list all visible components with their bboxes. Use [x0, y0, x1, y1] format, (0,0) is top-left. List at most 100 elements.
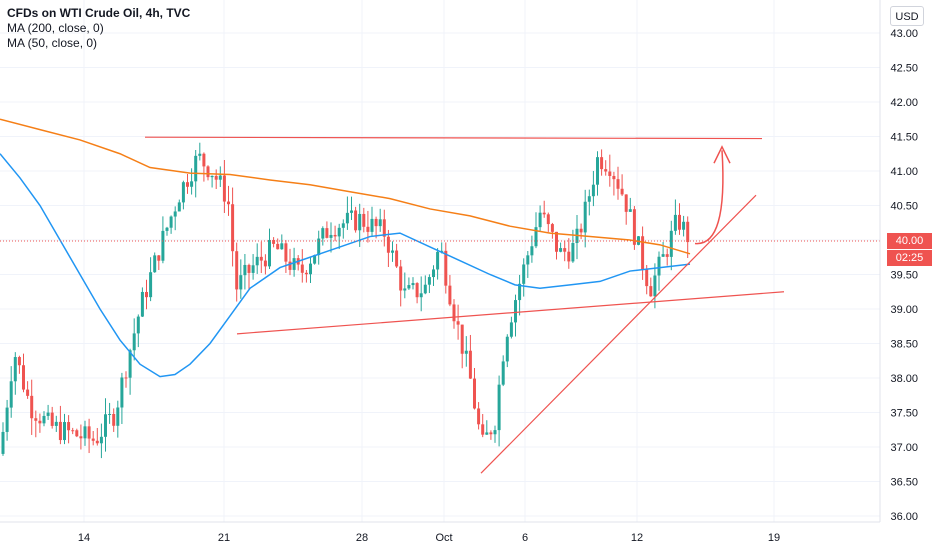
candle-body — [403, 288, 407, 291]
candle-body — [362, 213, 366, 227]
price-axis: 43.0042.5042.0041.5041.0040.5040.0039.50… — [879, 0, 918, 523]
candle-body — [501, 361, 505, 385]
y-tick-label: 39.00 — [890, 304, 918, 316]
candle-body — [645, 269, 649, 287]
candle-body — [616, 179, 620, 189]
bar-countdown-label: 02:25 — [887, 250, 932, 266]
trendline-drawings — [144, 136, 785, 474]
candle-body — [169, 216, 173, 228]
resistance-line — [144, 136, 763, 140]
candle-body — [9, 381, 13, 408]
lower-trendline — [236, 291, 785, 335]
y-tick-label: 36.50 — [890, 477, 918, 489]
candle-body — [579, 228, 583, 233]
candle-body — [358, 213, 362, 231]
time-axis: 14 21 28 Oct 6 12 19 — [0, 521, 880, 544]
currency-button[interactable]: USD — [890, 6, 924, 26]
candle-body — [161, 230, 165, 261]
moving-average-lines — [0, 118, 691, 378]
candle-body — [641, 236, 645, 270]
candle-body — [26, 389, 30, 396]
candle-body — [407, 285, 411, 289]
candle-body — [136, 316, 140, 334]
candle-body — [22, 365, 25, 390]
candle-body — [227, 201, 230, 205]
candle-body — [518, 283, 522, 301]
candle-body — [145, 291, 148, 298]
y-tick-label: 38.00 — [890, 373, 918, 385]
candle-body — [276, 243, 280, 250]
candle-body — [411, 283, 415, 286]
candle-body — [608, 171, 612, 176]
candle-body — [317, 238, 321, 256]
candle-body — [423, 284, 427, 294]
candle-body — [473, 378, 476, 409]
candle-body — [526, 255, 530, 265]
candle-body — [669, 230, 673, 257]
chart-legend: CFDs on WTI Crude Oil, 4h, TVC MA (200, … — [7, 6, 190, 51]
candle-body — [477, 408, 481, 425]
candle-body — [386, 236, 390, 253]
candle-body — [292, 258, 296, 270]
candle-body — [112, 413, 116, 426]
candle-body — [624, 194, 628, 212]
candle-body — [481, 424, 485, 435]
candle-body — [54, 421, 58, 426]
y-tick-label: 43.00 — [890, 28, 918, 40]
candle-body — [63, 422, 66, 441]
candle-body — [596, 157, 599, 185]
x-tick-label: 12 — [631, 532, 643, 544]
candle-body — [38, 420, 42, 424]
candle-body — [555, 231, 558, 252]
candle-body — [452, 304, 456, 322]
candle-body — [329, 234, 333, 238]
candle-body — [5, 407, 9, 432]
candle-body — [665, 254, 669, 257]
candle-body — [153, 255, 157, 273]
candle-body — [190, 181, 194, 187]
candle-body — [17, 357, 21, 366]
candle-body — [427, 277, 431, 285]
arrow-head-icon — [713, 145, 731, 164]
candle-body — [686, 221, 690, 243]
legend-ma200: MA (200, close, 0) — [7, 21, 104, 35]
candle-body — [354, 210, 358, 231]
candle-body — [366, 226, 370, 232]
candle-body — [321, 228, 325, 239]
ma50-line — [0, 153, 691, 378]
candle-body — [13, 357, 17, 382]
candle-body — [333, 234, 337, 237]
candle-body — [522, 264, 526, 284]
candle-body — [247, 264, 251, 273]
candle-body — [149, 272, 153, 298]
candle-body — [300, 264, 304, 273]
candle-body — [534, 227, 538, 247]
candle-body — [140, 291, 144, 317]
candle-body — [50, 412, 54, 426]
ascending-trendline — [480, 194, 757, 474]
candle-body — [1, 431, 5, 454]
candle-body — [600, 157, 604, 170]
candle-body — [42, 415, 46, 424]
candle-body — [661, 254, 665, 257]
candle-body — [538, 212, 542, 228]
candle-body — [382, 219, 386, 237]
candle-body — [370, 218, 374, 232]
candle-body — [620, 188, 624, 195]
candle-body — [497, 384, 501, 431]
y-tick-label: 42.00 — [890, 97, 918, 109]
y-tick-label: 38.50 — [890, 339, 918, 351]
candle-body — [34, 418, 38, 421]
candle-body — [489, 432, 493, 435]
candle-body — [132, 333, 136, 351]
candle-body — [259, 256, 263, 261]
candle-body — [632, 209, 636, 245]
y-tick-label: 37.00 — [890, 442, 918, 454]
candle-body — [378, 219, 382, 227]
candle-body — [399, 266, 403, 291]
candle-body — [272, 240, 276, 244]
candle-body — [243, 264, 247, 276]
candle-body — [186, 182, 189, 187]
candle-body — [284, 243, 288, 262]
